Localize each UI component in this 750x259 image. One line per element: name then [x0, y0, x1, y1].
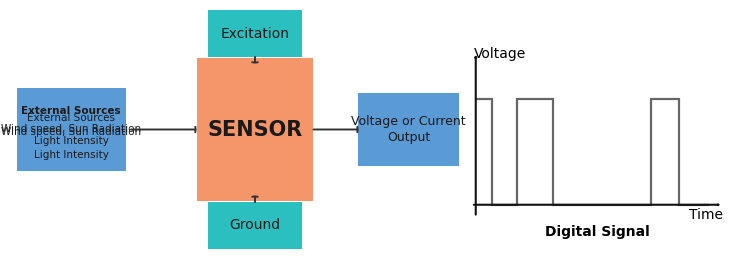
FancyBboxPatch shape	[196, 58, 314, 201]
FancyBboxPatch shape	[17, 88, 125, 171]
FancyBboxPatch shape	[209, 10, 302, 57]
Text: External Sources: External Sources	[22, 106, 121, 116]
FancyBboxPatch shape	[209, 202, 302, 249]
Text: Digital Signal: Digital Signal	[544, 225, 650, 239]
Text: Voltage or Current
Output: Voltage or Current Output	[352, 116, 466, 143]
Text: Ground: Ground	[230, 218, 280, 232]
Text: Wind speed, Sun Radiation: Wind speed, Sun Radiation	[2, 127, 141, 137]
FancyBboxPatch shape	[358, 93, 459, 166]
Text: Time: Time	[688, 208, 723, 222]
Text: SENSOR: SENSOR	[207, 119, 302, 140]
Text: External Sources
Wind speed, Sun Radiation
Light Intensity: External Sources Wind speed, Sun Radiati…	[2, 113, 141, 146]
Text: Light Intensity: Light Intensity	[34, 150, 109, 160]
Text: Excitation: Excitation	[220, 27, 290, 41]
Text: Voltage: Voltage	[473, 47, 526, 61]
